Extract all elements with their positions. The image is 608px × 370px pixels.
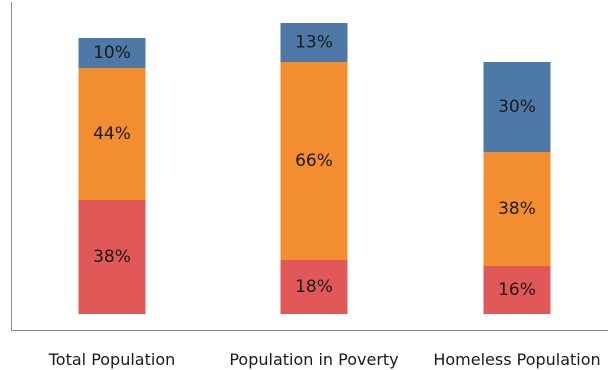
data-label: 38% (498, 199, 536, 219)
data-label: 38% (93, 247, 131, 267)
category-label: Population in Poverty (229, 350, 398, 369)
data-label: 13% (295, 33, 333, 53)
data-label: 18% (295, 277, 333, 297)
segment-labels-group: 38% 44% 10% 18% 66% 13% 16% 38% 30% (93, 33, 536, 301)
bars-group (78, 23, 551, 314)
bar-segment (483, 62, 551, 152)
category-label: Total Population (48, 350, 176, 369)
data-label: 16% (498, 280, 536, 300)
data-label: 10% (93, 43, 131, 63)
bar-segment (78, 200, 146, 314)
bar-segment (280, 260, 348, 314)
bar-segment (483, 152, 551, 266)
bar-segment (280, 62, 348, 260)
data-label: 30% (498, 97, 536, 117)
data-label: 44% (93, 124, 131, 144)
bar-segment (78, 68, 146, 200)
bar-segment (280, 23, 348, 62)
bar-segment (483, 266, 551, 314)
category-label: Homeless Population (433, 350, 600, 369)
bar-segment (78, 38, 146, 68)
data-label: 66% (295, 151, 333, 171)
category-labels-group: Total Population Population in Poverty Hom… (48, 350, 601, 369)
